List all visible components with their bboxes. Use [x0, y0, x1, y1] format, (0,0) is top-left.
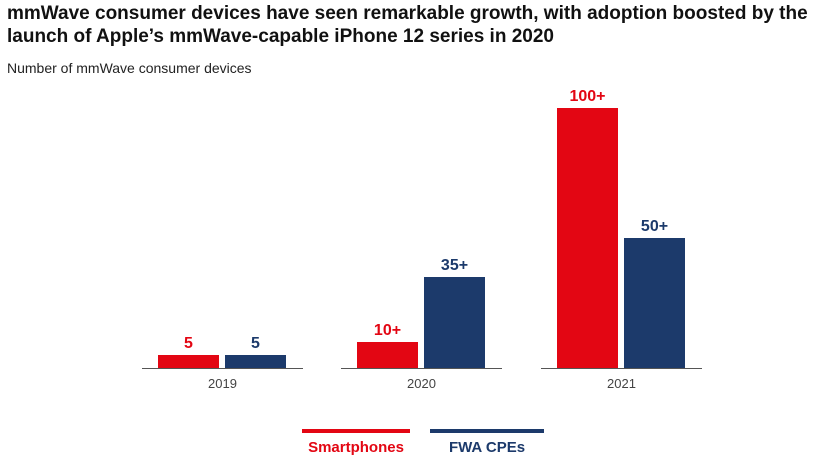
chart-subtitle: Number of mmWave consumer devices — [7, 60, 252, 76]
data-label: 50+ — [641, 218, 668, 235]
bar-smartphones-2020 — [357, 342, 418, 368]
data-label: 10+ — [374, 322, 401, 339]
x-tick-label: 2020 — [407, 376, 436, 391]
bar-fwa-cpes-2019 — [225, 355, 286, 368]
data-label: 5 — [251, 335, 260, 352]
bar-smartphones-2019 — [158, 355, 219, 368]
chart-title: mmWave consumer devices have seen remark… — [7, 3, 808, 47]
bar-fwa-cpes-2020 — [424, 277, 485, 368]
bar-smartphones-2021 — [557, 108, 618, 368]
legend-swatch-smartphones — [302, 429, 410, 433]
x-tick-label: 2021 — [607, 376, 636, 391]
x-tick-label: 2019 — [208, 376, 237, 391]
legend-swatch-fwa-cpes — [430, 429, 544, 433]
legend-label: FWA CPEs — [449, 439, 525, 456]
data-label: 5 — [184, 335, 193, 352]
legend-label: Smartphones — [308, 439, 404, 456]
data-label: 35+ — [441, 257, 468, 274]
data-label: 100+ — [569, 88, 605, 105]
bar-fwa-cpes-2021 — [624, 238, 685, 368]
